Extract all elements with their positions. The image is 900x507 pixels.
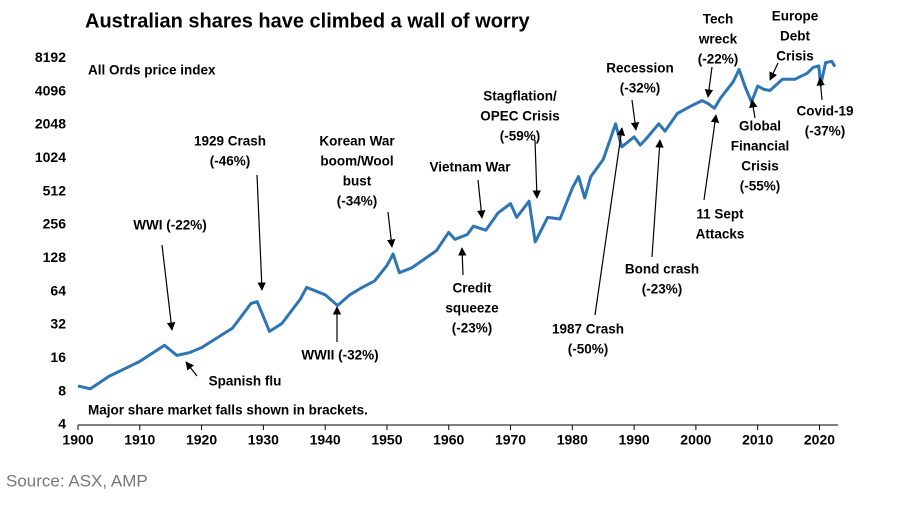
annotation-arrow: [185, 361, 198, 377]
annotation-arrow: [816, 77, 825, 101]
annotation: Bond crash: [625, 262, 699, 277]
annotation: 1929 Crash: [194, 134, 266, 149]
annotation: squeeze: [445, 301, 499, 316]
annotation: Korean War: [319, 134, 395, 149]
annotation: wreck: [698, 32, 738, 47]
y-tick-label: 8: [58, 382, 66, 398]
y-tick-label: 2048: [35, 116, 66, 132]
annotation: (-34%): [337, 194, 378, 209]
x-tick-label: 2020: [804, 432, 835, 448]
annotation: Spanish flu: [209, 374, 282, 389]
note: Major share market falls shown in bracke…: [88, 403, 368, 418]
annotation: Debt: [780, 29, 811, 44]
annotation: (-32%): [620, 81, 661, 96]
x-tick-label: 1960: [433, 432, 464, 448]
annotation: (-46%): [210, 154, 251, 169]
annotation: 1987 Crash: [552, 322, 624, 337]
y-tick-label: 32: [50, 316, 66, 332]
annotation: (-22%): [698, 52, 739, 67]
y-tick-label: 4096: [35, 82, 66, 98]
annotation-arrow: [630, 99, 640, 131]
annotation-arrow: [458, 247, 467, 276]
annotation: Europe: [772, 9, 819, 24]
annotation: (-50%): [568, 342, 609, 357]
annotation: Crisis: [776, 49, 814, 64]
annotation: WWII (-32%): [301, 348, 378, 363]
y-tick-label: 16: [50, 349, 66, 365]
annotation-arrow: [749, 99, 758, 119]
annotation-arrow: [651, 139, 664, 258]
annotation: (-55%): [740, 179, 781, 194]
y-tick-label: 512: [43, 182, 67, 198]
chart-title: Australian shares have climbed a wall of…: [85, 10, 530, 32]
annotation: Crisis: [741, 159, 779, 174]
annotation-arrow: [386, 211, 396, 248]
annotation: bust: [343, 174, 372, 189]
x-tick-label: 1900: [62, 432, 93, 448]
annotation: OPEC Crisis: [480, 109, 560, 124]
x-tick-label: 1980: [557, 432, 588, 448]
annotation-arrow: [703, 114, 720, 201]
y-tick-label: 1024: [35, 149, 66, 165]
annotation: 11 Sept: [696, 207, 744, 222]
annotation: WWI (-22%): [133, 218, 207, 233]
source: Source: ASX, AMP: [6, 471, 148, 490]
annotation: Tech: [703, 12, 734, 27]
annotation: Covid-19: [796, 104, 853, 119]
y-tick-label: 128: [43, 249, 67, 265]
annotation: Recession: [606, 61, 674, 76]
annotation: Attacks: [696, 227, 745, 242]
annotation: Stagflation/: [483, 89, 557, 104]
y-tick-label: 8192: [35, 49, 66, 65]
annotation: (-23%): [642, 282, 683, 297]
x-tick-label: 1990: [619, 432, 650, 448]
x-tick-label: 2000: [680, 432, 711, 448]
annotation: Vietnam War: [429, 160, 511, 175]
x-tick-label: 2010: [742, 432, 773, 448]
annotation-arrow: [704, 66, 714, 98]
annotation-arrow: [769, 62, 779, 81]
annotation: Credit: [452, 281, 492, 296]
annotation: (-59%): [500, 129, 541, 144]
x-tick-label: 1910: [124, 432, 155, 448]
x-tick-label: 1930: [248, 432, 279, 448]
y-tick-label: 64: [50, 282, 66, 298]
subtitle: All Ords price index: [88, 63, 216, 78]
annotation: (-37%): [805, 124, 846, 139]
x-tick-label: 1970: [495, 432, 526, 448]
y-tick-label: 256: [43, 216, 67, 232]
annotation-arrow: [477, 179, 486, 219]
annotation-arrow: [256, 174, 266, 291]
y-tick-label: 4: [58, 416, 66, 432]
annotation: Global: [739, 119, 781, 134]
annotation: (-23%): [452, 321, 493, 336]
annotation-arrow: [594, 127, 626, 316]
x-tick-label: 1950: [371, 432, 402, 448]
annotation-arrow: [532, 139, 541, 199]
x-tick-label: 1940: [310, 432, 341, 448]
annotation: boom/Wool: [320, 154, 393, 169]
x-tick-label: 1920: [186, 432, 217, 448]
annotation-arrow: [161, 244, 176, 331]
annotation: Financial: [731, 139, 790, 154]
